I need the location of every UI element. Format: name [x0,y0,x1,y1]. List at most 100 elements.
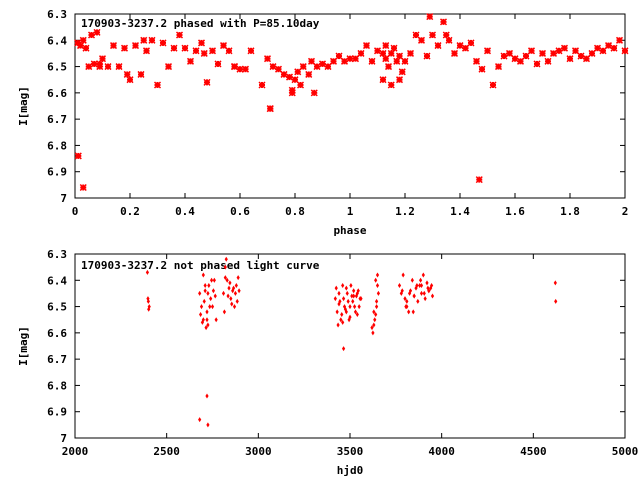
phased-data-point [142,47,151,55]
phased-axis-ticks: 0 0.2 0.4 0.6 0.8 1 1.2 1.4 1.6 1.8 2 6.3 6.4 6.5 6.6 6… [47,8,628,218]
phased-x-tick-label: 0.6 [230,205,250,218]
unphased-data-point [202,298,206,304]
phased-data-point [208,47,217,55]
unphased-data-point [231,285,236,291]
unphased-data-point [206,290,210,296]
phased-data-point [346,55,354,63]
unphased-data-point [426,285,430,291]
unphased-data-point [206,422,210,428]
unphased-data-point [341,319,345,325]
phased-data-point [324,63,332,71]
phased-data-point [296,81,305,89]
phased-data-point [294,68,302,76]
unphased-data-point [356,288,360,294]
phased-data-point [214,60,222,68]
unphased-data-point [210,304,215,310]
phased-data-point [104,63,112,71]
phased-data-point [615,36,624,44]
unphased-data-point [205,393,209,399]
phased-data-point [236,65,244,73]
unphased-data-point [404,304,408,310]
unphased-data-point [370,325,374,331]
unphased-data-point [405,298,409,304]
phased-data-point [588,49,596,57]
phased-x-axis-label: phase [333,224,366,237]
phased-data-point [527,47,536,55]
phased-data-point [137,70,145,78]
unphased-data-point [336,322,340,328]
unphased-data-point [339,317,343,323]
unphased-data-point [374,277,378,283]
phased-x-tick-label: 0.4 [175,205,195,218]
phased-data-point [85,63,93,71]
phased-y-tick-label: 6.4 [47,34,67,47]
phased-data-point [181,44,189,52]
phased-data-point [225,47,233,55]
phased-y-tick-label: 6.9 [47,166,67,179]
phased-data-point [387,81,395,89]
phased-data-point [263,55,272,63]
phased-data-point [511,55,519,63]
unphased-data-point [353,309,358,315]
unphased-data-point [226,293,230,299]
phased-data-point [186,57,195,65]
phased-data-point [555,47,563,55]
unphased-plot-title: 170903-3237.2 not phased light curve [81,259,320,272]
phased-data-point [398,68,406,76]
phased-data-point [247,47,255,55]
unphased-data-point [358,296,362,302]
unphased-data-point [376,290,381,296]
phased-data-point [382,55,390,63]
phased-data-point [379,76,387,84]
phased-data-point [538,49,547,57]
unphased-light-curve-chart: 170903-3237.2 not phased light curve hjd… [17,248,638,477]
phased-data-point [170,44,178,52]
unphased-data-point [357,304,361,310]
unphased-data-point [209,277,214,283]
unphased-data-point [374,311,378,317]
phased-x-tick-label: 1 [347,205,354,218]
unphased-data-point [371,330,375,336]
unphased-data-point [341,346,346,352]
unphased-data-point [223,264,227,270]
phased-y-tick-label: 6.5 [47,61,67,74]
unphased-data-point [375,283,380,289]
phased-data-point [313,63,321,71]
phased-data-point [299,63,307,71]
phased-x-tick-label: 1.2 [395,205,415,218]
phased-data-point [434,42,442,50]
unphased-y-tick-label: 6.7 [47,353,67,366]
phased-data-point [417,36,426,44]
phased-data-point [395,76,404,84]
phased-data-points [74,13,629,192]
phased-data-point [291,76,299,84]
phased-data-point [200,49,208,57]
phased-y-tick-label: 6.3 [47,8,67,21]
unphased-data-point [348,304,352,310]
phased-data-point [318,60,327,68]
unphased-data-point [200,319,205,325]
phased-data-point [428,31,437,39]
unphased-data-point [345,290,349,296]
phased-data-point [373,47,382,55]
unphased-data-point [333,296,337,302]
unphased-y-tick-label: 6.3 [47,248,67,261]
phased-data-point [387,49,395,57]
unphased-data-point [343,306,348,312]
unphased-y-tick-label: 6.4 [47,274,67,287]
unphased-data-point [403,296,407,302]
unphased-data-point [335,309,339,315]
phased-data-point [571,47,580,55]
phased-data-point [544,57,552,65]
phased-data-point [74,152,82,160]
unphased-data-point [411,309,415,315]
phased-x-tick-label: 2 [622,205,629,218]
phased-data-point [93,28,101,36]
unphased-data-point [146,296,150,302]
phased-data-point [560,44,569,52]
phased-data-point [516,57,525,65]
unphased-data-point [374,304,379,310]
unphased-data-point [199,304,204,310]
unphased-data-point [340,311,344,317]
